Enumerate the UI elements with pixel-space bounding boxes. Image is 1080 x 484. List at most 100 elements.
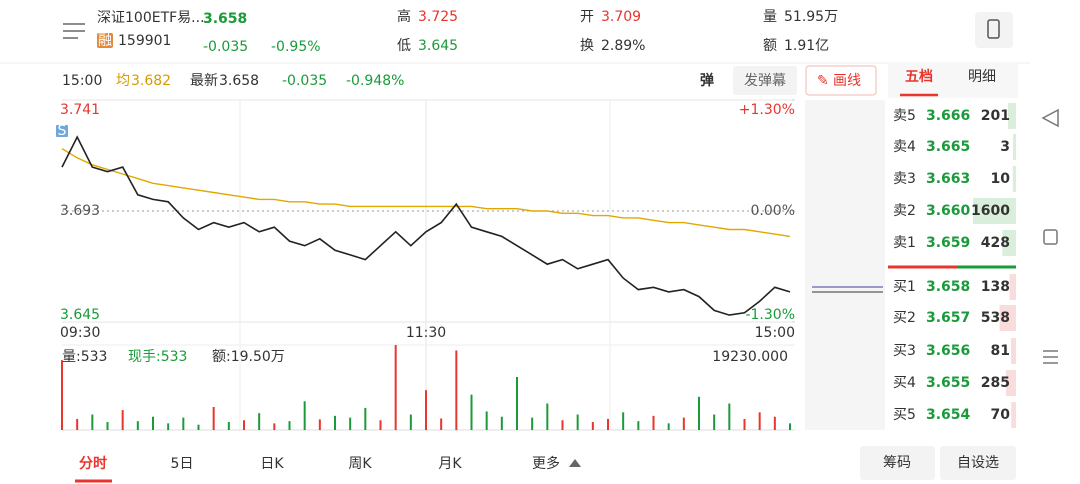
stat-label: 换 — [580, 37, 594, 54]
volume-bar — [637, 421, 640, 430]
book-volume-bg — [1012, 134, 1016, 160]
more-arrow[interactable] — [569, 459, 581, 467]
stat-value: 3.645 — [418, 38, 458, 54]
volume-bar — [713, 414, 716, 430]
volume-bar — [258, 413, 261, 430]
book-label: 买1 — [893, 279, 916, 295]
chip-button[interactable] — [860, 446, 935, 480]
y-tick-label: 3.693 — [60, 203, 100, 219]
volume-bar — [318, 419, 321, 430]
danmaku-icon[interactable]: 弹 — [700, 72, 714, 89]
bottom-tab[interactable]: 5日 — [171, 456, 194, 472]
book-price: 3.666 — [926, 108, 970, 124]
book-price: 3.655 — [926, 375, 970, 391]
volume-bar — [167, 423, 170, 430]
volume-bar — [364, 407, 367, 430]
book-price: 3.659 — [926, 235, 970, 251]
bottom-button[interactable]: 筹码 — [883, 454, 911, 471]
bottom-tab[interactable]: 分时 — [79, 455, 107, 472]
volume-bar — [394, 345, 397, 430]
bottom-tab[interactable]: 月K — [438, 456, 462, 472]
book-volume: 3 — [1000, 139, 1010, 155]
bottom-button[interactable]: 自设选 — [957, 455, 999, 471]
stat-value: 51.95万 — [784, 9, 838, 25]
volume-bar — [76, 418, 79, 430]
volume-bar — [243, 420, 245, 430]
y-tick-label: 3.645 — [60, 307, 100, 323]
book-label: 买4 — [893, 375, 916, 391]
change: -0.035 — [203, 39, 248, 55]
book-label: 卖5 — [893, 108, 916, 124]
book-tab[interactable]: 五档 — [905, 68, 933, 85]
book-volume: 10 — [991, 171, 1011, 187]
bottom-tab[interactable]: 周K — [348, 456, 372, 472]
stat-value: 3.725 — [418, 9, 458, 25]
bottom-tab[interactable]: 更多 — [532, 455, 560, 472]
nav-back[interactable] — [1041, 108, 1059, 128]
draw-button[interactable] — [805, 65, 877, 96]
danmaku-label[interactable]: 发弹幕 — [744, 73, 786, 89]
phone-button[interactable] — [975, 12, 1013, 48]
volume-bar — [561, 420, 564, 430]
custom-button[interactable] — [940, 446, 1016, 480]
volume-bar — [106, 422, 109, 430]
nav-menu[interactable] — [1043, 350, 1058, 364]
volume-bar — [409, 414, 412, 430]
x-tick-label: 15:00 — [755, 325, 795, 341]
danmaku-button[interactable] — [733, 66, 797, 95]
y2-tick-label: +1.30% — [739, 102, 795, 118]
book-price: 3.657 — [926, 310, 970, 326]
nav-home[interactable] — [1043, 229, 1058, 245]
book-volume-bg — [1011, 402, 1016, 428]
latest-value: 3.658 — [219, 73, 259, 89]
book-price: 3.660 — [926, 203, 971, 219]
book-tabs-bg — [888, 62, 1018, 98]
book-label: 卖4 — [893, 139, 916, 155]
book-volume-bg — [973, 198, 1016, 224]
avg-value: 3.682 — [131, 73, 171, 89]
book-volume: 428 — [981, 235, 1010, 251]
volume-bar — [743, 418, 746, 430]
y2-tick-label: 0.00% — [751, 203, 795, 219]
tag: 融 — [98, 33, 112, 49]
volume-bar — [334, 415, 336, 430]
y2-tick-label: -1.30% — [745, 307, 795, 323]
book-tab[interactable]: 明细 — [968, 69, 996, 85]
code: 159901 — [118, 33, 171, 49]
current-volume: 现手:533 — [128, 349, 187, 365]
time: 15:00 — [62, 73, 102, 89]
phone-icon — [987, 19, 1000, 39]
book-label: 卖1 — [893, 235, 916, 251]
book-label: 卖3 — [893, 171, 916, 187]
marker-box — [56, 125, 68, 137]
volume-bar — [758, 412, 761, 430]
toolbar-change-pct: -0.948% — [346, 73, 404, 89]
volume-bar — [485, 411, 488, 430]
stat-label: 开 — [580, 9, 594, 25]
volume-bar — [470, 394, 473, 430]
book-volume: 81 — [991, 343, 1010, 359]
volume-bar — [182, 417, 185, 430]
volume-bar — [197, 424, 200, 430]
book-price: 3.665 — [926, 139, 970, 155]
book-volume: 285 — [981, 375, 1010, 391]
book-volume-bg — [999, 305, 1016, 331]
volume-bar — [698, 396, 700, 430]
y-tick-label: 19230.000 — [712, 349, 788, 365]
avg-label: 均 — [116, 73, 130, 89]
draw-label[interactable]: 画线 — [833, 73, 861, 89]
amount: 额:19.50万 — [212, 349, 285, 365]
bottom-tab[interactable]: 日K — [260, 456, 284, 472]
y-tick-label: 3.741 — [60, 102, 100, 118]
stat-value: 3.709 — [601, 9, 641, 25]
x-tick-label: 11:30 — [406, 325, 446, 341]
volume-bar — [546, 403, 549, 430]
menu-icon[interactable] — [63, 23, 85, 39]
book-volume: 70 — [991, 407, 1011, 423]
marker: S — [58, 123, 67, 139]
book-volume: 538 — [981, 310, 1010, 326]
volume-bar — [576, 414, 579, 430]
volume-bar — [288, 421, 291, 430]
volume-bar — [591, 422, 594, 430]
